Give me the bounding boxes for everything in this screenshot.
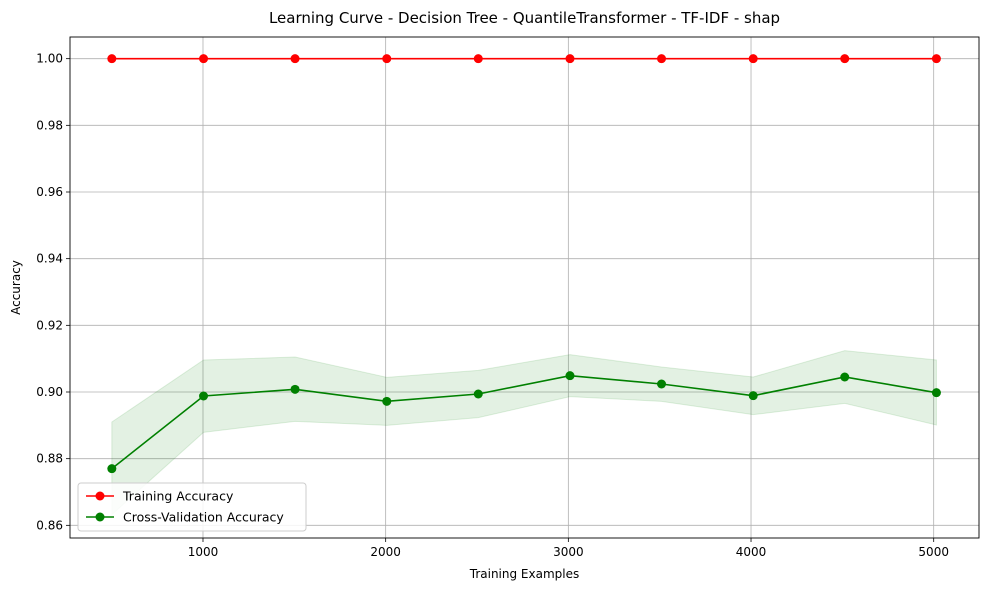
legend-marker-cross-validation <box>95 512 105 522</box>
x-tick-label: 3000 <box>553 545 584 559</box>
series-line <box>111 374 937 470</box>
plot-area <box>70 37 979 538</box>
y-tick-label: 0.86 <box>36 518 63 532</box>
data-point <box>473 389 483 399</box>
chart-title: Learning Curve - Decision Tree - Quantil… <box>269 9 780 27</box>
series-1 <box>107 371 941 474</box>
data-point <box>382 54 392 64</box>
x-tick-label: 5000 <box>918 545 949 559</box>
y-tick-label: 0.92 <box>36 318 63 332</box>
y-tick-label: 1.00 <box>36 52 63 66</box>
data-point <box>931 388 941 398</box>
x-tick-label: 2000 <box>370 545 401 559</box>
data-point <box>199 391 209 401</box>
legend-label-cross-validation: Cross-Validation Accuracy <box>123 510 284 525</box>
legend-label-training: Training Accuracy <box>122 489 234 504</box>
data-point <box>840 372 850 382</box>
legend-marker-training <box>95 491 105 501</box>
legend-entry-training: Training Accuracy <box>86 489 234 504</box>
legend-entry-cross-validation: Cross-Validation Accuracy <box>86 510 284 525</box>
series-layer <box>107 54 941 474</box>
data-point <box>748 54 758 64</box>
data-point <box>199 54 209 64</box>
data-point <box>565 371 575 381</box>
data-point <box>657 379 667 389</box>
data-point <box>107 464 117 474</box>
y-axis-label: Accuracy <box>9 260 23 315</box>
y-tick-label: 0.90 <box>36 385 63 399</box>
series-0 <box>107 54 941 64</box>
y-tick-label: 0.98 <box>36 118 63 132</box>
data-point <box>657 54 667 64</box>
x-tick-label: 4000 <box>736 545 767 559</box>
data-point <box>931 54 941 64</box>
y-tick-label: 0.96 <box>36 185 63 199</box>
plot-frame <box>69 36 980 539</box>
data-point <box>290 384 300 394</box>
data-point <box>473 54 483 64</box>
x-axis-ticks: 1000 2000 3000 4000 5000 <box>188 538 949 559</box>
data-point <box>748 391 758 401</box>
data-point <box>290 54 300 64</box>
data-point <box>382 396 392 406</box>
data-point <box>840 54 850 64</box>
x-axis-label: Training Examples <box>469 567 579 581</box>
grid <box>70 37 979 538</box>
y-tick-label: 0.94 <box>36 252 63 266</box>
data-point <box>107 54 117 64</box>
legend: Training Accuracy Cross-Validation Accur… <box>77 482 307 532</box>
y-tick-label: 0.88 <box>36 452 63 466</box>
legend-box <box>77 482 307 532</box>
y-axis-ticks: 0.86 0.88 0.90 0.92 0.94 0.96 0.98 1.00 <box>36 52 70 532</box>
x-tick-label: 1000 <box>188 545 219 559</box>
data-point <box>565 54 575 64</box>
